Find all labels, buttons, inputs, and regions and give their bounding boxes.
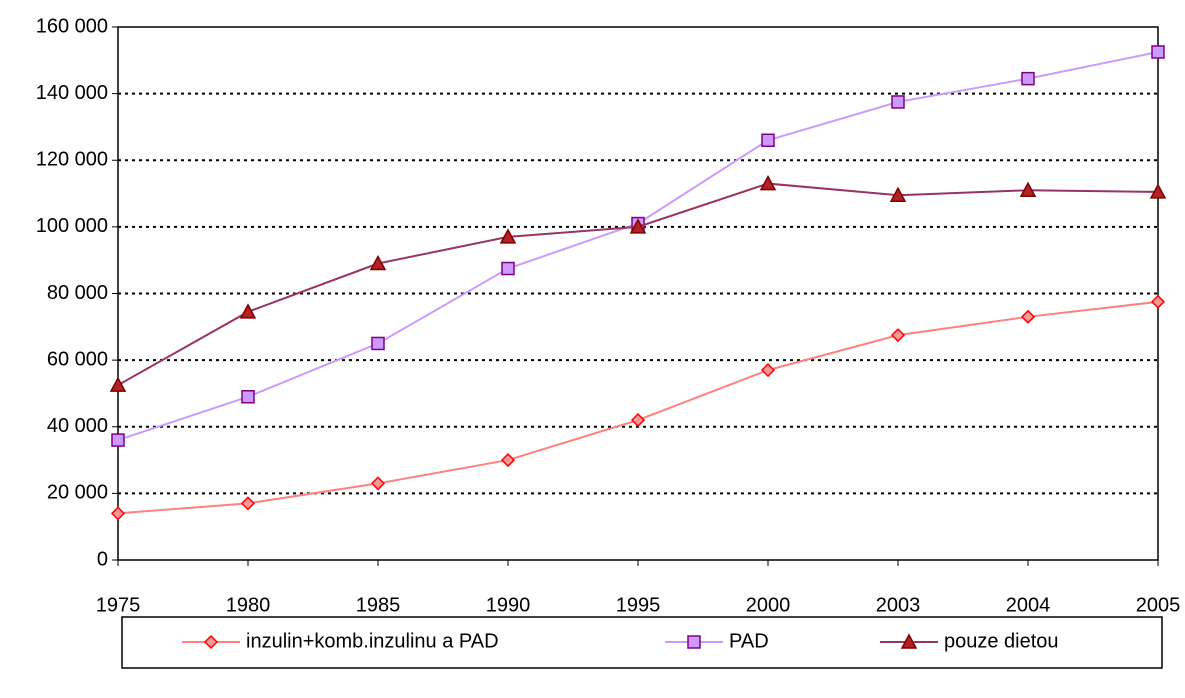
marker (500, 453, 516, 468)
marker (629, 218, 647, 234)
marker (687, 635, 701, 649)
marker (900, 633, 918, 649)
x-tick-label: 2003 (876, 594, 921, 616)
y-tick-label: 60 000 (47, 348, 108, 370)
marker (370, 476, 386, 491)
marker (239, 303, 257, 319)
series-line (117, 300, 1159, 515)
x-tick-label: 2000 (746, 594, 791, 616)
legend-box (121, 616, 1163, 669)
y-tick-label: 160 000 (36, 15, 108, 37)
marker (499, 228, 517, 244)
series-line (117, 51, 1159, 442)
marker (889, 186, 907, 202)
y-tick-label: 140 000 (36, 82, 108, 104)
y-tick-label: 40 000 (47, 415, 108, 437)
marker (1019, 181, 1037, 197)
marker (759, 174, 777, 191)
marker (890, 328, 906, 343)
x-tick-label: 1990 (486, 594, 531, 616)
marker (1020, 309, 1036, 324)
x-tick-label: 1995 (616, 594, 661, 616)
y-tick-label: 0 (97, 548, 108, 570)
marker (111, 433, 125, 447)
x-tick-label: 2004 (1006, 594, 1051, 616)
marker (109, 376, 127, 392)
marker (501, 261, 515, 276)
marker (761, 133, 775, 148)
marker (1149, 183, 1167, 199)
y-tick-label: 100 000 (36, 215, 108, 237)
legend-label: inzulin+komb.inzulinu a PAD (246, 630, 499, 652)
y-tick-label: 120 000 (36, 149, 108, 171)
marker (371, 336, 385, 351)
y-tick-label: 80 000 (47, 282, 108, 304)
marker (240, 496, 256, 511)
y-tick-label: 20 000 (47, 482, 108, 504)
marker (760, 363, 776, 378)
marker (369, 254, 387, 271)
marker (1150, 294, 1166, 309)
x-tick-label: 1980 (226, 594, 271, 616)
marker (241, 390, 255, 404)
legend-label: PAD (729, 630, 769, 652)
marker (630, 413, 646, 428)
x-tick-label: 1975 (96, 594, 141, 616)
series-line (117, 182, 1159, 386)
marker (110, 506, 126, 521)
x-tick-label: 1985 (356, 594, 401, 616)
x-tick-label: 2005 (1136, 594, 1181, 616)
marker (1151, 45, 1165, 59)
marker (203, 634, 219, 650)
legend-label: pouze dietou (944, 630, 1059, 652)
marker (891, 95, 905, 109)
marker (1021, 71, 1035, 86)
